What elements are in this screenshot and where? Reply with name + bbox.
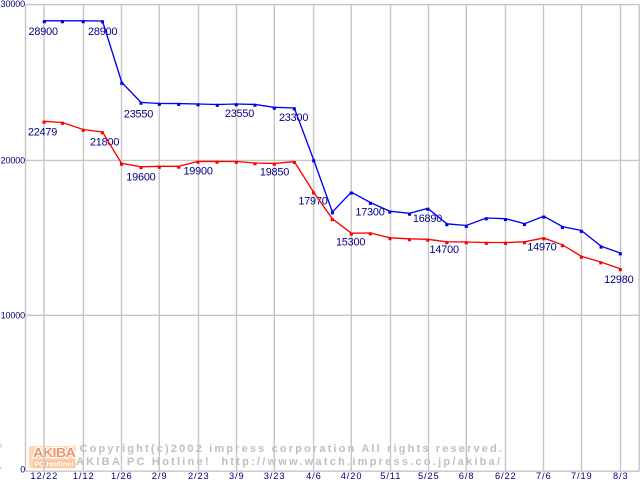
svg-text:1/12: 1/12 (73, 471, 95, 480)
svg-text:20000: 20000 (1, 156, 26, 166)
svg-text:4/6: 4/6 (306, 471, 322, 480)
svg-text:16890: 16890 (413, 213, 442, 225)
svg-text:6/22: 6/22 (495, 471, 517, 480)
svg-text:23300: 23300 (279, 112, 308, 124)
svg-text:15300: 15300 (336, 237, 365, 249)
svg-text:5/25: 5/25 (418, 471, 440, 480)
svg-text:3/23: 3/23 (264, 471, 286, 480)
svg-text:17300: 17300 (355, 207, 384, 219)
svg-text:19850: 19850 (260, 167, 289, 179)
svg-text:21800: 21800 (90, 137, 119, 149)
svg-text:Copyright(c)2002 impress corpo: Copyright(c)2002 impress corporation All… (80, 443, 503, 455)
svg-text:19900: 19900 (183, 165, 212, 177)
svg-text:6/8: 6/8 (459, 471, 475, 480)
svg-text:5/11: 5/11 (380, 471, 401, 480)
svg-text:23550: 23550 (225, 108, 254, 120)
svg-text:3/9: 3/9 (229, 471, 245, 480)
svg-text:12980: 12980 (604, 274, 633, 286)
svg-text:AKIBA: AKIBA (33, 445, 76, 460)
svg-text:14700: 14700 (430, 244, 459, 256)
svg-text:17970: 17970 (298, 196, 327, 208)
svg-text:7/19: 7/19 (571, 471, 593, 480)
svg-text:30000: 30000 (1, 0, 26, 9)
svg-text:8/3: 8/3 (613, 471, 629, 480)
svg-text:28900: 28900 (88, 26, 117, 38)
svg-text:28900: 28900 (29, 26, 58, 38)
svg-text:7/6: 7/6 (536, 471, 552, 480)
svg-text:22479: 22479 (28, 127, 57, 139)
svg-text:12/22: 12/22 (30, 471, 58, 480)
svg-text:4/20: 4/20 (341, 471, 363, 480)
svg-text:2/9: 2/9 (152, 471, 168, 480)
svg-text:1/26: 1/26 (111, 471, 133, 480)
svg-text:14970: 14970 (527, 242, 556, 254)
svg-text:10000: 10000 (1, 311, 26, 321)
svg-text:23550: 23550 (124, 108, 153, 120)
svg-text:PC Hotline!: PC Hotline! (34, 459, 74, 468)
svg-text:2/23: 2/23 (188, 471, 210, 480)
svg-text:0: 0 (20, 465, 25, 475)
svg-text:19600: 19600 (126, 172, 155, 184)
